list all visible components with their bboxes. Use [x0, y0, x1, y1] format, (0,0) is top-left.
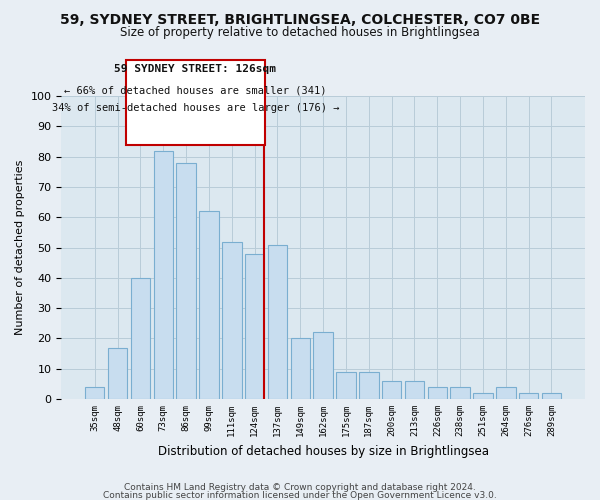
Bar: [496, 387, 515, 399]
Bar: [473, 393, 493, 399]
Bar: [245, 254, 265, 399]
Bar: [519, 393, 538, 399]
Bar: [199, 212, 218, 399]
Bar: [131, 278, 150, 399]
Bar: [154, 150, 173, 399]
Bar: [108, 348, 127, 399]
Bar: [222, 242, 242, 399]
Text: 34% of semi-detached houses are larger (176) →: 34% of semi-detached houses are larger (…: [52, 104, 339, 114]
Text: 59, SYDNEY STREET, BRIGHTLINGSEA, COLCHESTER, CO7 0BE: 59, SYDNEY STREET, BRIGHTLINGSEA, COLCHE…: [60, 12, 540, 26]
Text: 59 SYDNEY STREET: 126sqm: 59 SYDNEY STREET: 126sqm: [114, 64, 276, 74]
Bar: [542, 393, 561, 399]
Bar: [176, 163, 196, 399]
Text: ← 66% of detached houses are smaller (341): ← 66% of detached houses are smaller (34…: [64, 85, 326, 95]
Bar: [451, 387, 470, 399]
Bar: [405, 381, 424, 399]
Bar: [290, 338, 310, 399]
Y-axis label: Number of detached properties: Number of detached properties: [15, 160, 25, 336]
Bar: [428, 387, 447, 399]
FancyBboxPatch shape: [125, 60, 265, 144]
Text: Size of property relative to detached houses in Brightlingsea: Size of property relative to detached ho…: [120, 26, 480, 39]
Bar: [268, 244, 287, 399]
Bar: [313, 332, 333, 399]
X-axis label: Distribution of detached houses by size in Brightlingsea: Distribution of detached houses by size …: [158, 444, 488, 458]
Bar: [382, 381, 401, 399]
Bar: [85, 387, 104, 399]
Text: Contains HM Land Registry data © Crown copyright and database right 2024.: Contains HM Land Registry data © Crown c…: [124, 483, 476, 492]
Bar: [336, 372, 356, 399]
Bar: [359, 372, 379, 399]
Text: Contains public sector information licensed under the Open Government Licence v3: Contains public sector information licen…: [103, 492, 497, 500]
